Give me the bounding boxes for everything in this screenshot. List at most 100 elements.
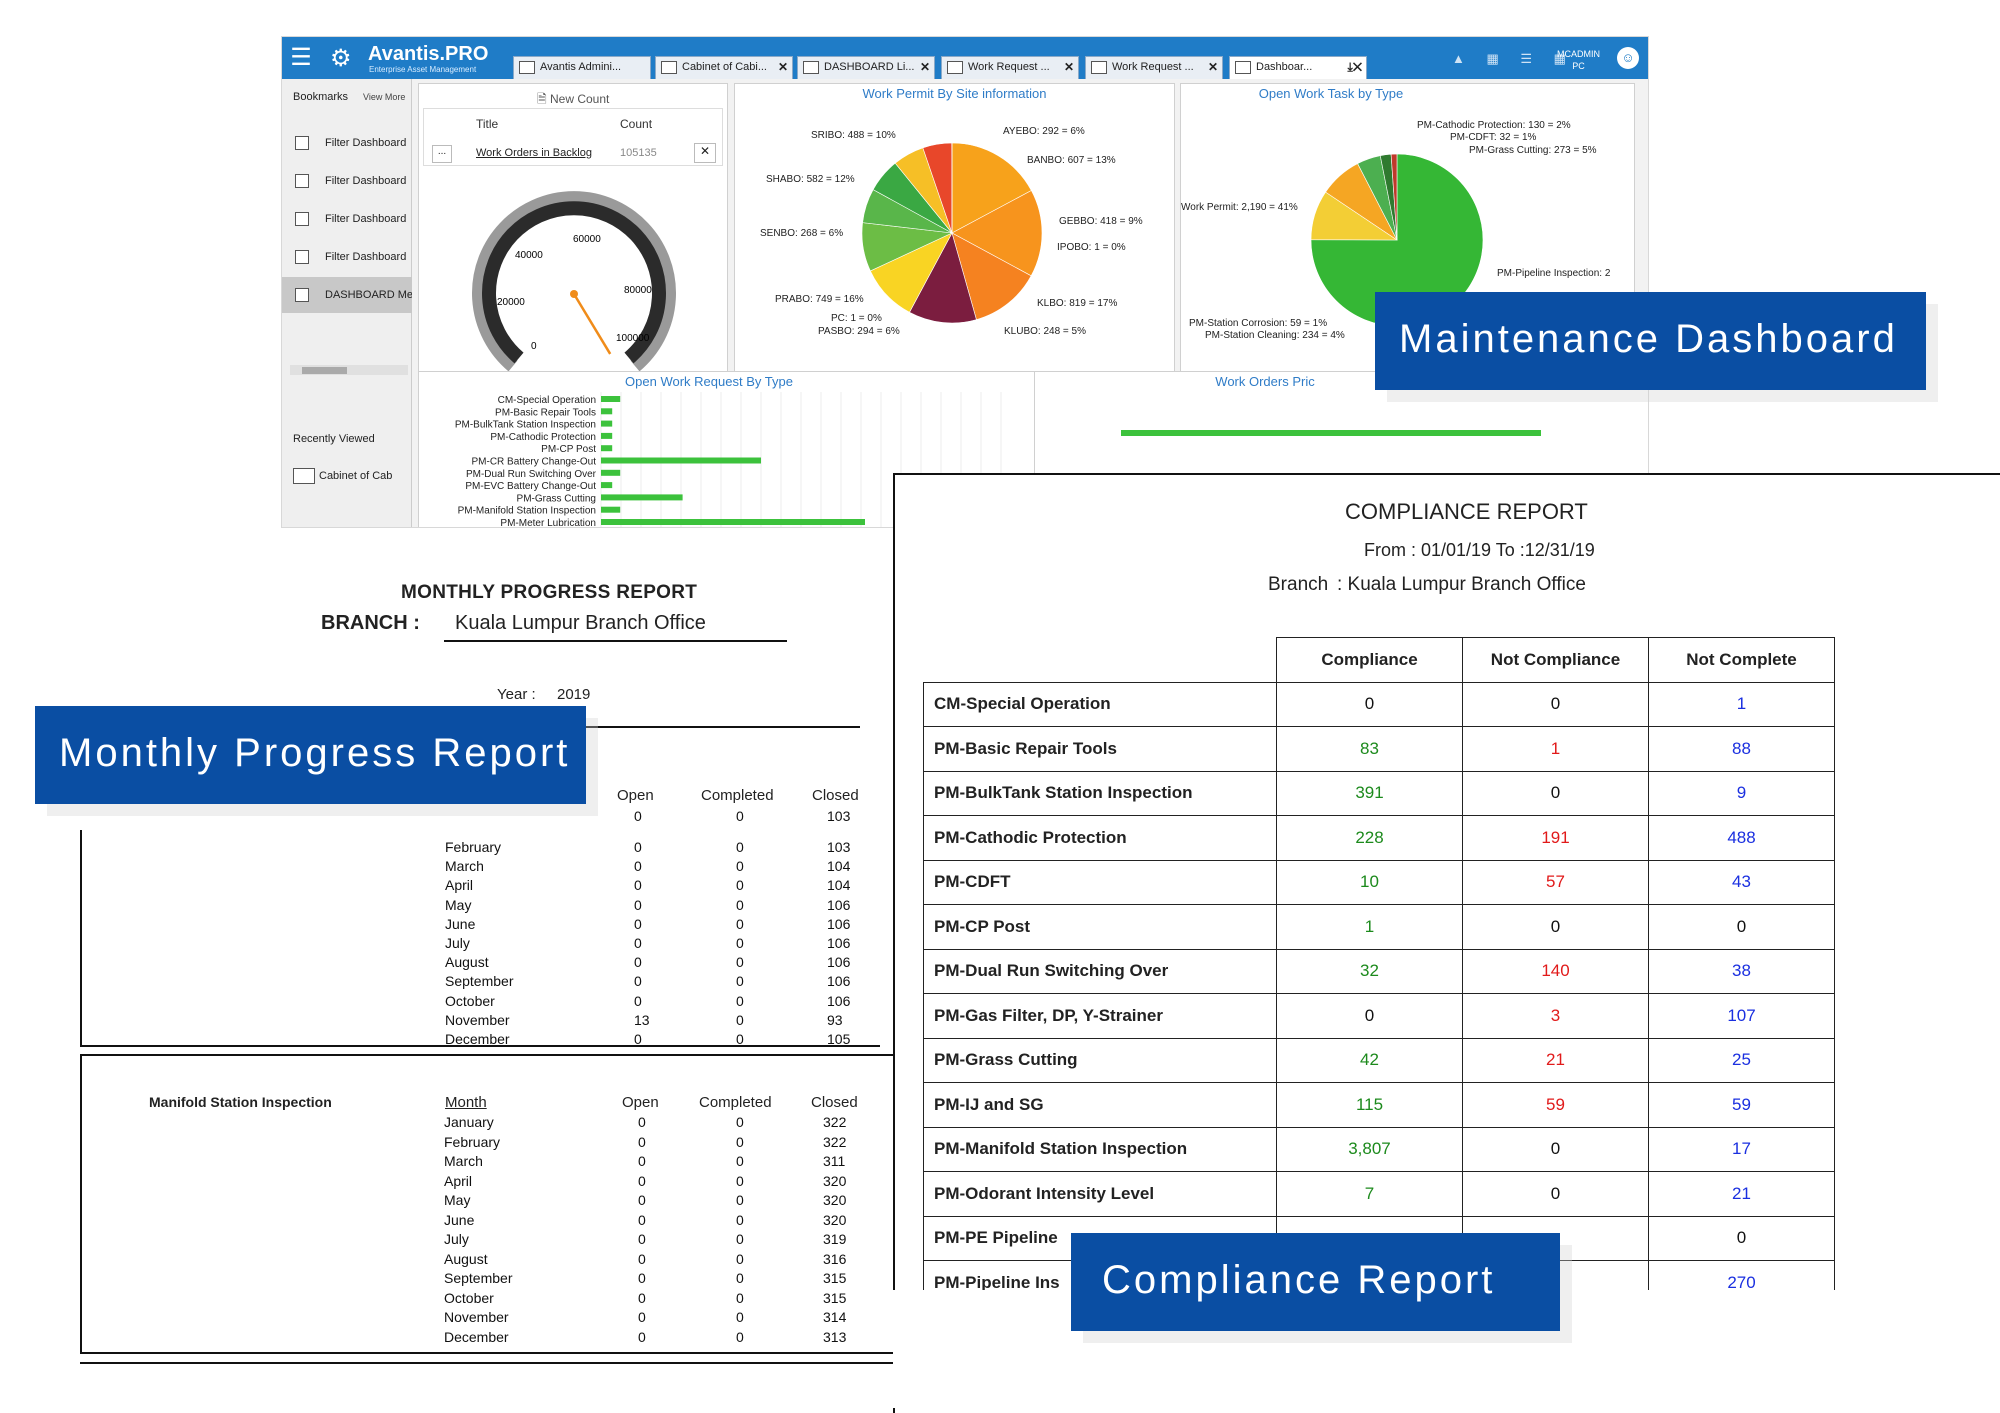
row-open: 0	[638, 1309, 646, 1325]
row-month: June	[444, 1212, 474, 1228]
row-name: CM-Special Operation	[924, 682, 1277, 727]
bar-category-label: PM-Basic Repair Tools	[495, 407, 596, 418]
cell-compliance: 32	[1277, 949, 1463, 994]
corner-cell	[924, 638, 1277, 683]
sidebar-item-filter-dashboard[interactable]: Filter Dashboard	[282, 239, 412, 275]
sidebar-item-filter-dashboard[interactable]: Filter Dashboard	[282, 125, 412, 161]
cell-not-complete: 17	[1649, 1127, 1835, 1172]
cell-not-compliance: 140	[1463, 949, 1649, 994]
pie1-label: BANBO: 607 = 13%	[1027, 155, 1116, 166]
cell-closed: 103	[827, 808, 850, 824]
pie2-title: Open Work Task by Type	[1181, 86, 1481, 101]
view-more-link[interactable]: View More	[363, 92, 405, 102]
row-open: 0	[634, 877, 642, 893]
row-completed: 0	[736, 1134, 744, 1150]
row-closed: 106	[827, 973, 850, 989]
pie2-label: PM-CDFT: 32 = 1%	[1450, 132, 1536, 143]
compliance-report-label: Compliance Report	[1071, 1233, 1560, 1331]
close-icon[interactable]: ✕	[1064, 60, 1074, 74]
row-open: 13	[634, 1012, 650, 1028]
row-closed: 106	[827, 954, 850, 970]
book-icon	[519, 61, 535, 74]
download-close-icon[interactable]: ⤓✕	[1348, 60, 1362, 75]
remove-icon[interactable]: ✕	[694, 143, 716, 163]
row-completed: 0	[736, 954, 744, 970]
row-month: November	[444, 1309, 509, 1325]
row-open: 0	[638, 1192, 646, 1208]
pie2-label: PM-Cathodic Protection: 130 = 2%	[1417, 120, 1571, 131]
folder-icon	[293, 468, 315, 484]
compliance-table: Compliance Not Compliance Not Complete C…	[923, 637, 1835, 1306]
user-avatar-icon[interactable]: ☺	[1617, 47, 1639, 69]
sidebar-item-dashboard[interactable]: DASHBOARD Me	[282, 277, 412, 313]
pie2-label: PM-Pipeline Inspection: 2	[1497, 268, 1610, 279]
menu-icon[interactable]: ☰	[288, 45, 314, 71]
top-bar: ☰ ⚙ Avantis.PRO Enterprise Asset Managem…	[282, 37, 1649, 79]
row-more-button[interactable]: ...	[432, 145, 452, 163]
cell-not-compliance: 0	[1463, 905, 1649, 950]
sidebar-item-filter-dashboard[interactable]: Filter Dashboard	[282, 201, 412, 237]
cell-not-complete: 1	[1649, 682, 1835, 727]
row-open: 0	[638, 1329, 646, 1345]
cell-compliance: 115	[1277, 1083, 1463, 1128]
bar-category-label: PM-CR Battery Change-Out	[472, 457, 597, 468]
bar-category-label: PM-Cathodic Protection	[490, 432, 596, 443]
tab-work-request-1[interactable]: Work Request ...✕	[941, 56, 1079, 79]
bar	[601, 396, 620, 402]
section2-month-header: Month	[445, 1094, 487, 1111]
row-month: March	[445, 858, 484, 874]
work-orders-backlog-link[interactable]: Work Orders in Backlog	[476, 147, 592, 159]
row-name: PM-Gas Filter, DP, Y-Strainer	[924, 994, 1277, 1039]
tab-dashboard-active[interactable]: Dashboar...⤓✕	[1229, 56, 1367, 79]
row-closed: 316	[823, 1251, 846, 1267]
row-completed: 0	[736, 993, 744, 1009]
row-month: July	[444, 1231, 469, 1247]
cell-not-complete: 0	[1649, 1216, 1835, 1261]
tab-avantis-admin[interactable]: Avantis Admini...	[513, 56, 651, 79]
tab-dashboard-list[interactable]: DASHBOARD Li...✕	[797, 56, 935, 79]
row-name: PM-Grass Cutting	[924, 1038, 1277, 1083]
sidebar-scroll-thumb[interactable]	[302, 367, 347, 374]
row-completed: 0	[736, 1031, 744, 1047]
row-completed: 0	[736, 897, 744, 913]
cell-open: 0	[634, 808, 642, 824]
col-completed: Completed	[701, 787, 774, 804]
cell-compliance: 0	[1277, 994, 1463, 1039]
header-not-complete: Not Complete	[1649, 638, 1835, 683]
sidebar-item-filter-dashboard[interactable]: Filter Dashboard	[282, 163, 412, 199]
cell-not-compliance: 0	[1463, 1127, 1649, 1172]
calculator-icon	[295, 288, 309, 302]
row-completed: 0	[736, 1251, 744, 1267]
row-month: April	[444, 1173, 472, 1189]
cell-compliance: 228	[1277, 816, 1463, 861]
calculator-icon	[295, 174, 309, 188]
work-permit-pie-chart	[857, 138, 1047, 328]
row-closed: 313	[823, 1329, 846, 1345]
col-closed: Closed	[812, 787, 859, 804]
work-orders-bar	[1121, 430, 1541, 436]
tab-work-request-2[interactable]: Work Request ...✕	[1085, 56, 1223, 79]
close-icon[interactable]: ✕	[1208, 60, 1218, 74]
bar-category-label: PM-Grass Cutting	[517, 493, 596, 504]
pie1-label: PASBO: 294 = 6%	[818, 326, 900, 337]
pie1-label: SHABO: 582 = 12%	[766, 174, 855, 185]
row-name: PM-Basic Repair Tools	[924, 727, 1277, 772]
cell-compliance: 0	[1277, 682, 1463, 727]
row-name: PM-BulkTank Station Inspection	[924, 771, 1277, 816]
close-icon[interactable]: ✕	[920, 60, 930, 74]
row-name: PM-IJ and SG	[924, 1083, 1277, 1128]
mpr-branch-value: Kuala Lumpur Branch Office	[455, 612, 706, 635]
row-month: June	[445, 916, 475, 932]
recent-item-cabinet[interactable]: Cabinet of Cab	[293, 470, 392, 482]
tab-cabinet[interactable]: Cabinet of Cabi...✕	[655, 56, 793, 79]
col-open: Open	[617, 787, 654, 804]
col-count: Count	[620, 117, 652, 131]
close-icon[interactable]: ✕	[778, 60, 788, 74]
pie1-label: GEBBO: 418 = 9%	[1059, 216, 1143, 227]
